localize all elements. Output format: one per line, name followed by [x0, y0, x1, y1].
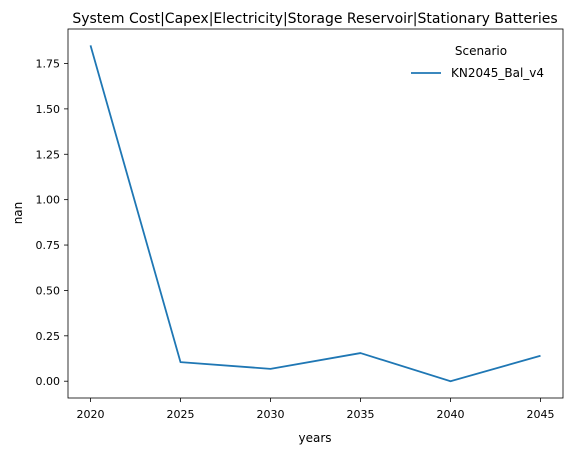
x-tick-label: 2020 [77, 408, 105, 421]
x-axis-label: years [298, 431, 331, 445]
chart-title: System Cost|Capex|Electricity|Storage Re… [72, 11, 557, 27]
y-axis: 0.00 0.25 0.50 0.75 1.00 1.25 1.50 1.75 [36, 57, 68, 388]
legend-label-kn2045-bal-v4: KN2045_Bal_v4 [451, 66, 544, 80]
x-tick-label: 2030 [257, 408, 285, 421]
y-tick-label: 1.75 [36, 57, 61, 70]
legend: Scenario KN2045_Bal_v4 [411, 44, 544, 80]
x-axis: 2020 2025 2030 2035 2040 2045 [77, 398, 555, 421]
legend-title: Scenario [455, 44, 507, 58]
y-axis-label: nan [11, 202, 25, 225]
y-tick-label: 0.25 [36, 330, 61, 343]
y-tick-label: 0.75 [36, 239, 61, 252]
series-line-kn2045-bal-v4 [89, 45, 541, 383]
series-layer [89, 45, 541, 383]
y-tick-label: 0.00 [36, 375, 61, 388]
y-tick-label: 1.50 [36, 103, 61, 116]
x-tick-label: 2025 [167, 408, 195, 421]
x-tick-label: 2045 [527, 408, 555, 421]
y-tick-label: 1.25 [36, 148, 61, 161]
x-tick-label: 2040 [437, 408, 465, 421]
plot-area-frame [67, 28, 564, 399]
y-tick-label: 0.50 [36, 284, 61, 297]
x-tick-label: 2035 [347, 408, 375, 421]
y-tick-label: 1.00 [36, 194, 61, 207]
